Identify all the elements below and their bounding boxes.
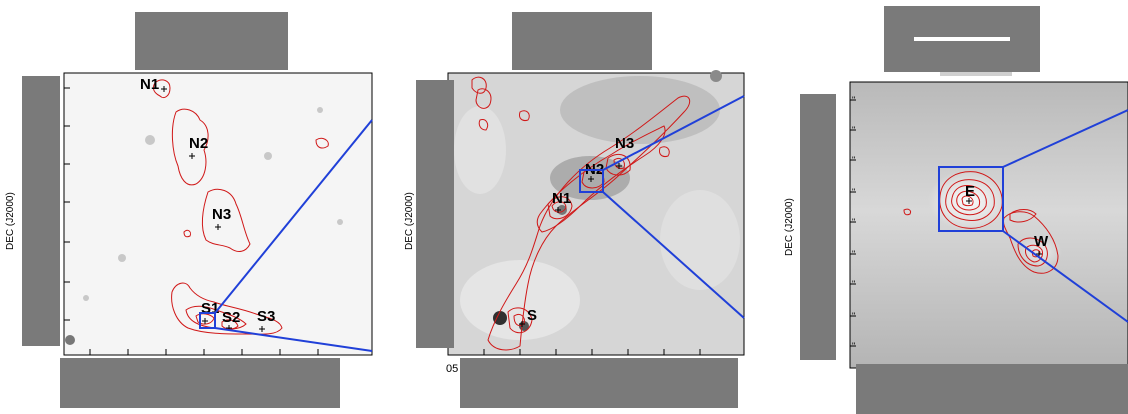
panel-middle-ylabel: DEC (J2000) — [404, 192, 415, 250]
panel-middle-zoom-box — [579, 169, 604, 193]
panel-right-ticks — [850, 99, 856, 347]
panel-left-zoom-line-top — [214, 119, 373, 314]
svg-text:": " — [852, 249, 855, 259]
source-label-n3: N3 — [212, 206, 231, 223]
source-label-w: W — [1034, 233, 1049, 250]
panel-left: N1 N2 N3 S1 S2 S3 DEC (J2000) — [5, 12, 373, 408]
panel-left-redaction-xaxis — [60, 358, 340, 408]
source-label-mid-n3: N3 — [615, 135, 634, 152]
panel-right-redaction-title — [884, 6, 1040, 76]
panel-right-redaction-xaxis — [856, 364, 1128, 414]
svg-text:": " — [852, 155, 855, 165]
svg-text:": " — [852, 187, 855, 197]
panel-right-zoom-line-bottom — [1002, 230, 1128, 323]
panel-middle: N1 N2 N3 S DEC (J2000) 05 — [404, 12, 745, 408]
panel-left-redaction-title — [135, 12, 288, 70]
source-label-mid-n1: N1 — [552, 190, 571, 207]
panel-middle-labels: N1 N2 N3 S — [527, 135, 634, 324]
panel-left-speckles — [65, 107, 343, 345]
panel-left-ylabel: DEC (J2000) — [5, 192, 16, 250]
svg-text:": " — [852, 311, 855, 321]
svg-text:": " — [852, 279, 855, 289]
panel-middle-redaction-title — [512, 12, 652, 70]
panel-left-zoom-line-bottom — [214, 327, 373, 352]
panel-right-zoom-line-top — [1002, 109, 1128, 168]
panel-right-ylabel: DEC (J2000) — [784, 198, 795, 256]
panel-right-redaction-yaxis — [800, 94, 836, 360]
panel-right-zoom-box — [938, 166, 1004, 232]
source-label-s2: S2 — [222, 309, 240, 326]
source-label-s3: S3 — [257, 308, 275, 325]
panel-left-ticks — [64, 87, 319, 355]
panel-middle-clouds — [454, 70, 740, 340]
panel-left-redaction-yaxis — [22, 76, 60, 346]
panel-right-labels: E W — [965, 183, 1049, 250]
source-label-mid-s: S — [527, 307, 537, 324]
svg-text:": " — [852, 95, 855, 105]
panel-middle-contours — [471, 76, 691, 351]
panel-middle-redaction-yaxis — [416, 80, 454, 348]
source-label-n1: N1 — [140, 76, 159, 93]
panel-middle-markers — [519, 163, 622, 327]
panel-right-tick-marks: " " " " " " " " " — [852, 95, 855, 351]
svg-text:": " — [852, 341, 855, 351]
panel-left-markers — [161, 86, 265, 332]
panel-middle-zoom-line-bottom — [602, 191, 745, 319]
panel-middle-redaction-xaxis — [460, 358, 738, 408]
svg-text:": " — [852, 125, 855, 135]
source-label-e: E — [965, 183, 975, 200]
svg-text:": " — [852, 217, 855, 227]
panel-left-contours — [152, 79, 329, 335]
source-label-s1: S1 — [201, 300, 219, 317]
panel-left-zoom-box — [199, 312, 216, 329]
panel-middle-tick-fragment: 05 — [446, 363, 458, 375]
panel-middle-zoom-line-top — [602, 95, 745, 171]
panel-right: " " " " " " " " " E W DEC (J2000) — [784, 6, 1128, 414]
source-label-n2: N2 — [189, 135, 208, 152]
